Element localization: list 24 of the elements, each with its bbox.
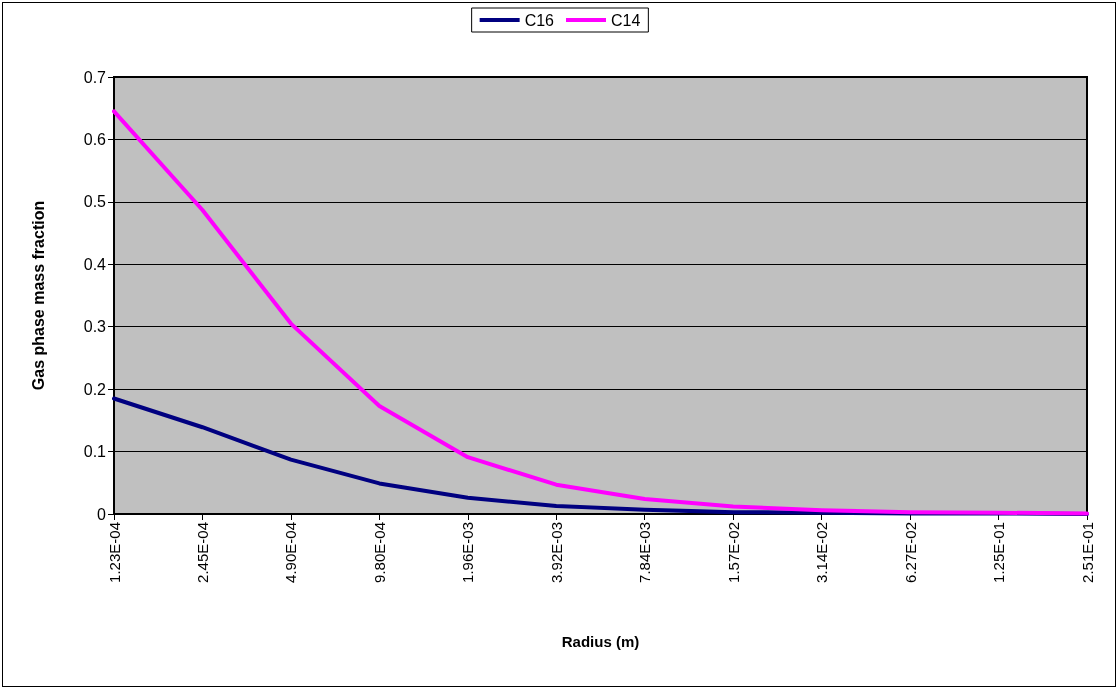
y-tick-label: 0 (97, 505, 107, 523)
x-tick-label: 4.90E-04 (282, 522, 300, 583)
x-tick-label: 1.25E-01 (990, 522, 1008, 583)
x-tick-label: 3.92E-03 (547, 522, 565, 583)
y-tick-label: 0.2 (83, 380, 107, 398)
y-tick-label: 0.1 (83, 443, 107, 461)
x-tick-label: 1.23E-04 (105, 522, 123, 583)
y-tick-label: 0.5 (83, 193, 107, 211)
y-axis-title: Gas phase mass fraction (29, 200, 47, 391)
x-tick-label: 1.57E-02 (724, 522, 742, 583)
x-tick-label: 7.84E-03 (636, 522, 654, 583)
x-tick-label: 3.14E-02 (813, 522, 831, 583)
legend-label: C14 (611, 11, 641, 29)
y-tick-label: 0.3 (83, 318, 107, 336)
y-tick-label: 0.4 (83, 255, 107, 273)
x-tick-label: 1.96E-03 (459, 522, 477, 583)
x-tick-label: 6.27E-02 (901, 522, 919, 583)
x-tick-label: 9.80E-04 (370, 522, 388, 583)
y-tick-label: 0.7 (83, 68, 107, 86)
x-axis-title: Radius (m) (561, 633, 640, 650)
x-tick-label: 2.45E-04 (193, 522, 211, 583)
legend-label: C16 (524, 11, 555, 29)
x-tick-label: 2.51E-01 (1078, 522, 1096, 583)
y-tick-label: 0.6 (83, 130, 107, 148)
